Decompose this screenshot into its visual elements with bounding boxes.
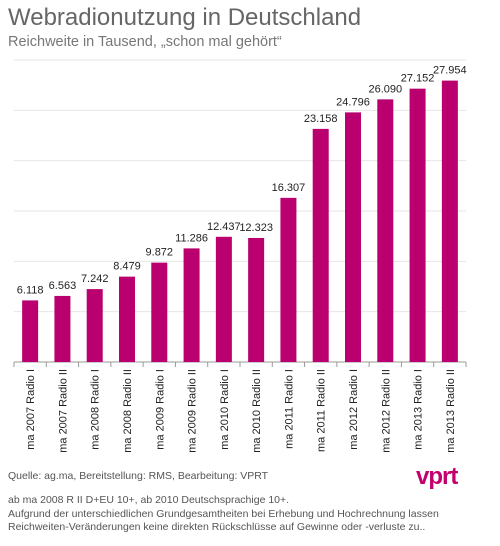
bar — [441, 80, 458, 362]
value-label: 7.242 — [81, 273, 109, 285]
value-label: 12.437 — [207, 221, 241, 233]
value-label: 23.158 — [304, 113, 338, 125]
bar — [119, 276, 135, 362]
value-label: 8.479 — [113, 261, 141, 273]
category-label: ma 2012 Radio I — [348, 369, 360, 450]
value-label: 6.118 — [17, 284, 44, 296]
value-label: 9.872 — [146, 247, 174, 259]
bar — [22, 300, 39, 362]
value-label: 26.090 — [368, 83, 402, 95]
category-label: ma 2010 Radio II — [251, 369, 263, 453]
vprt-logo: vprt — [416, 463, 458, 490]
category-label: ma 2007 Radio II — [57, 369, 69, 453]
category-label: ma 2007 Radio I — [25, 369, 37, 450]
bar — [215, 236, 232, 362]
bar — [312, 128, 329, 362]
footnote-line-2: Aufgrund der unterschiedlichen Grundgesa… — [8, 507, 439, 520]
value-label: 6.563 — [49, 280, 77, 292]
category-label: ma 2013 Radio I — [413, 369, 425, 450]
chart-title: Webradionutzung in Deutschland — [8, 4, 362, 31]
bar — [151, 262, 168, 362]
value-label: 27.954 — [433, 65, 467, 77]
bar — [86, 289, 103, 362]
value-label: 16.307 — [272, 182, 306, 194]
value-label: 27.152 — [401, 73, 435, 85]
category-label: ma 2009 Radio I — [154, 369, 166, 450]
category-label: ma 2012 Radio II — [380, 369, 392, 453]
footnote-line-3: Reichweiten-Veränderungen keine direkten… — [8, 521, 426, 533]
category-label: ma 2011 Radio II — [316, 369, 328, 452]
bar — [183, 248, 200, 362]
category-label: ma 2008 Radio II — [122, 369, 134, 453]
value-label: 24.796 — [336, 96, 370, 108]
value-label: 11.286 — [175, 232, 208, 244]
category-label: ma 2010 Radio I — [219, 369, 231, 450]
footnote-line-1: ab ma 2008 R II D+EU 10+, ab 2010 Deutsc… — [8, 494, 290, 506]
bar — [345, 112, 361, 362]
footnotes: ab ma 2008 R II D+EU 10+, ab 2010 Deutsc… — [8, 494, 439, 535]
source-note: Quelle: ag.ma, Bereitstellung: RMS, Bear… — [8, 470, 269, 482]
value-label: 12.323 — [239, 222, 273, 234]
bar — [409, 88, 426, 363]
category-label: ma 2008 Radio I — [90, 369, 102, 450]
category-label: ma 2009 Radio II — [187, 369, 199, 453]
bar — [248, 237, 265, 362]
bar — [280, 197, 297, 362]
bar — [54, 295, 71, 362]
bar — [377, 99, 394, 363]
chart-subtitle: Reichweite in Tausend, „schon mal gehört… — [8, 34, 282, 50]
category-label: ma 2011 Radio I — [283, 369, 295, 449]
category-label: ma 2013 Radio II — [445, 369, 457, 453]
